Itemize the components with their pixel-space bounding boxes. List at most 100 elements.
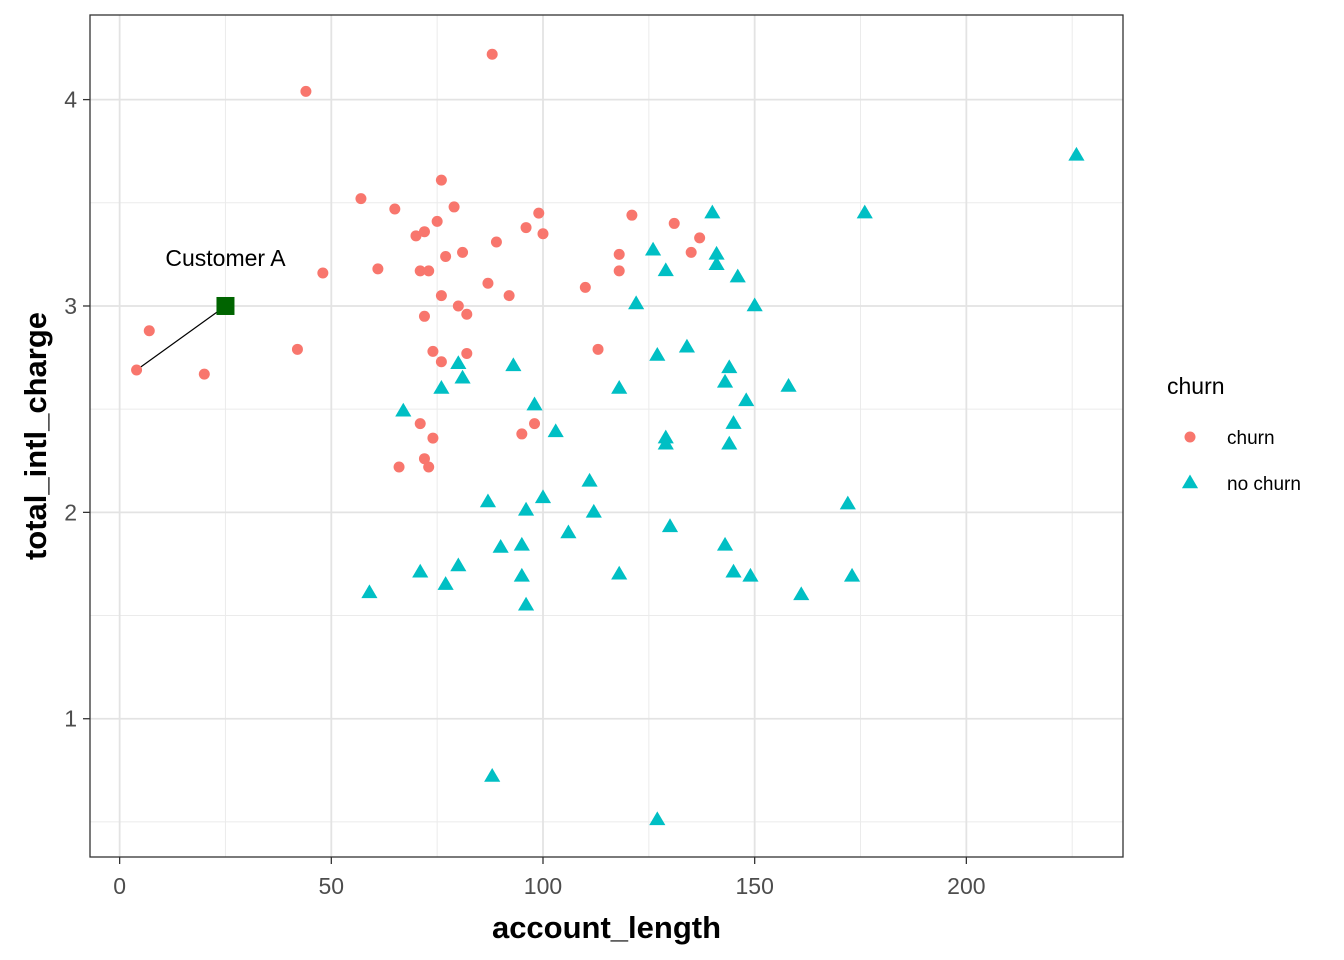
no-churn-point — [611, 380, 628, 394]
churn-point — [418, 226, 430, 238]
x-tick-label: 0 — [113, 873, 126, 899]
no-churn-point — [484, 768, 501, 782]
no-churn-point — [1068, 146, 1085, 161]
legend-label: churn — [1227, 428, 1275, 449]
churn-point — [457, 246, 469, 258]
churn-point — [482, 277, 494, 289]
y-tick-label: 4 — [64, 87, 77, 113]
no-churn-point — [721, 359, 738, 374]
churn-point — [414, 418, 426, 430]
no-churn-point — [856, 204, 873, 219]
churn-point — [685, 246, 697, 258]
no-churn-point — [513, 567, 530, 582]
no-churn-point — [793, 586, 810, 601]
no-churn-point — [704, 204, 721, 219]
panel-background — [90, 15, 1123, 857]
churn-point — [461, 308, 473, 320]
no-churn-point — [729, 268, 746, 283]
churn-point — [520, 222, 532, 234]
customer-a-marker — [216, 296, 235, 315]
legend-key-churn — [1184, 431, 1196, 443]
x-tick-label: 150 — [735, 873, 773, 899]
no-churn-point — [517, 501, 535, 516]
no-churn-point — [585, 503, 602, 518]
no-churn-point — [780, 377, 797, 392]
no-churn-point — [505, 357, 522, 372]
no-churn-point — [517, 596, 535, 611]
x-tick-label: 50 — [319, 873, 345, 899]
churn-point — [613, 265, 625, 277]
plot-border — [89, 14, 1124, 858]
churn-point — [393, 461, 405, 473]
churn-point — [300, 85, 312, 97]
churn-point — [533, 207, 545, 219]
no-churn-point — [649, 347, 666, 361]
churn-point — [423, 461, 435, 473]
no-churn-point — [450, 355, 467, 370]
no-churn-point — [746, 297, 763, 312]
no-churn-point — [611, 565, 628, 580]
no-churn-point — [534, 489, 552, 504]
annotation-layer: Customer A — [165, 245, 286, 315]
churn-point — [414, 265, 426, 277]
no-churn-point — [839, 495, 856, 510]
churn-point — [668, 217, 680, 229]
churn-point — [694, 232, 706, 244]
churn-point — [613, 248, 625, 260]
no-churn-point — [547, 423, 564, 438]
churn-point — [427, 345, 439, 357]
no-churn-point — [708, 245, 725, 260]
churn-point — [461, 347, 473, 359]
churn-point — [448, 201, 460, 213]
churn-point — [143, 325, 155, 337]
legend: churn churn no churn — [1167, 373, 1301, 495]
y-axis-title: total_intl_charge — [18, 312, 53, 560]
no-churn-point — [716, 373, 734, 388]
major-gridlines — [90, 15, 1123, 857]
x-axis-title: account_length — [492, 910, 721, 945]
no-churn-point — [657, 262, 674, 277]
churn-point — [418, 453, 430, 465]
no-churn-point — [395, 402, 412, 417]
churn-point — [355, 193, 367, 205]
no-churn-point — [412, 563, 429, 578]
no-churn-point — [738, 392, 755, 407]
no-churn-point — [450, 557, 467, 572]
x-tick-label: 200 — [947, 873, 985, 899]
no-churn-point — [725, 563, 742, 578]
no-churn-point — [581, 472, 598, 487]
churn-point — [291, 343, 303, 355]
no-churn-point — [843, 567, 861, 582]
no-churn-point — [433, 380, 450, 394]
no-churn-point — [708, 256, 725, 270]
no-churn-point — [560, 524, 577, 539]
no-churn-point — [492, 538, 509, 553]
y-tick-label: 1 — [64, 706, 77, 732]
no-churn-point — [678, 338, 696, 353]
churn-point — [490, 236, 502, 248]
no-churn-point — [725, 415, 742, 429]
churn-point — [317, 267, 329, 279]
churn-point — [579, 281, 591, 293]
customer-a-label: Customer A — [165, 245, 286, 271]
no-churn-points — [361, 146, 1085, 826]
churn-point — [131, 364, 143, 376]
legend-entries: churn no churn — [1181, 428, 1301, 495]
churn-point — [418, 310, 430, 322]
churn-point — [410, 230, 422, 242]
annotation-connector-layer — [136, 305, 226, 371]
legend-label: no churn — [1227, 474, 1301, 495]
legend-title: churn — [1167, 373, 1225, 399]
no-churn-point — [742, 567, 759, 582]
no-churn-point — [513, 536, 530, 551]
no-churn-point — [661, 518, 679, 533]
churn-point — [372, 263, 384, 275]
churn-point — [198, 368, 210, 380]
churn-point — [431, 215, 443, 227]
churn-points — [131, 48, 706, 473]
no-churn-point — [628, 295, 645, 310]
churn-point — [503, 290, 515, 302]
y-axis-ticks: 1 2 3 4 — [64, 87, 90, 732]
y-tick-label: 3 — [64, 293, 77, 319]
